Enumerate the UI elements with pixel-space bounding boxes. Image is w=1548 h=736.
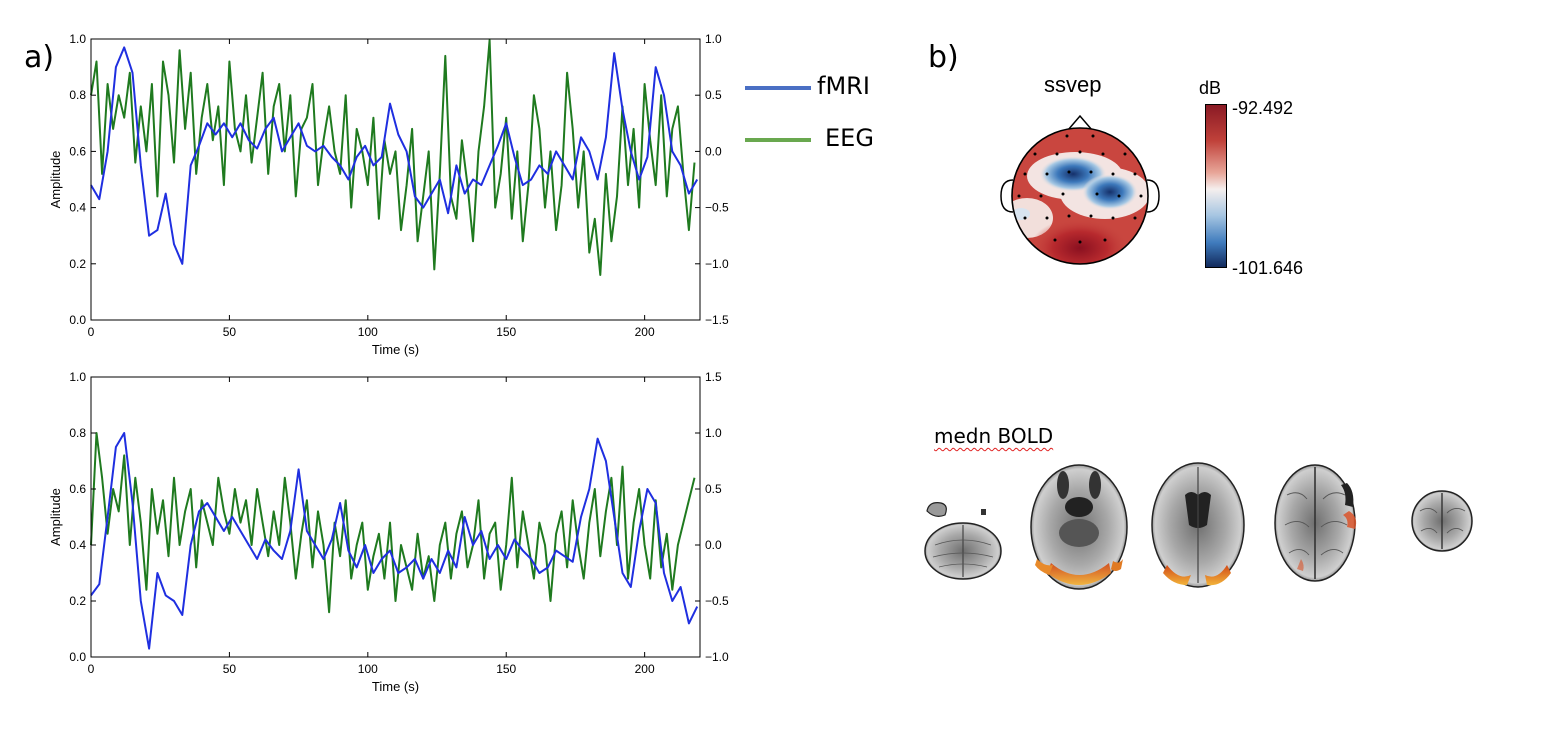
y-left-tick-label: 0.0 (69, 650, 86, 664)
y-left-tick-label: 0.6 (69, 144, 86, 158)
panel-label-a: a) (24, 40, 55, 75)
y-left-tick-label: 0.4 (69, 538, 86, 552)
x-tick-label: 0 (88, 662, 95, 676)
y-right-tick-label: 1.5 (705, 370, 722, 384)
y-axis-label: Amplitude (48, 151, 63, 209)
y-right-tick-label: 1.0 (705, 32, 722, 46)
x-axis-label: Time (s) (372, 342, 419, 357)
x-axis-label: Time (s) (372, 679, 419, 694)
x-tick-label: 150 (496, 662, 516, 676)
x-tick-label: 150 (496, 325, 516, 339)
y-axis-label: Amplitude (48, 488, 63, 546)
legend-line-fmri (745, 86, 811, 90)
y-left-tick-label: 0.2 (69, 257, 86, 271)
y-right-tick-label: −0.5 (705, 594, 729, 608)
y-left-tick-label: 0.4 (69, 201, 86, 215)
y-right-tick-label: −1.0 (705, 257, 729, 271)
brain-panel-title: medn BOLD (934, 424, 1054, 448)
y-left-tick-label: 0.0 (69, 313, 86, 327)
x-tick-label: 200 (635, 662, 655, 676)
topomap-title: ssvep (1044, 72, 1102, 97)
colorbar-unit: dB (1199, 78, 1222, 98)
brain-slices (924, 462, 1473, 590)
y-left-tick-label: 1.0 (69, 370, 86, 384)
x-tick-label: 50 (223, 325, 237, 339)
colorbar (1205, 104, 1227, 268)
series-line-eeg (90, 39, 696, 276)
y-right-tick-label: 0.5 (705, 88, 722, 102)
y-right-tick-label: 0.5 (705, 482, 722, 496)
y-left-tick-label: 0.8 (69, 426, 86, 440)
x-tick-label: 50 (223, 662, 237, 676)
series-line-fmri (90, 46, 699, 265)
x-tick-label: 200 (635, 325, 655, 339)
y-left-tick-label: 0.8 (69, 88, 86, 102)
legend-label-eeg: EEG (825, 124, 874, 152)
plot-frame (90, 38, 701, 321)
y-right-tick-label: 0.0 (705, 538, 722, 552)
x-tick-label: 100 (358, 325, 378, 339)
legend-line-eeg (745, 138, 811, 142)
bottom-time-series-chart: 0 50 100 150 200 0.0 0.2 0.4 0.6 0.8 1.0 −1.0 −0.5 0.… (48, 370, 729, 694)
y-right-tick-label: −1.0 (705, 650, 729, 664)
brain-slice-1 (924, 502, 1002, 580)
y-left-tick-label: 1.0 (69, 32, 86, 46)
plot-frame (90, 376, 701, 658)
brain-slice-2 (1030, 464, 1128, 590)
y-right-tick-label: 0.0 (705, 144, 722, 158)
brain-slice-4 (1274, 464, 1357, 582)
y-left-tick-label: 0.6 (69, 482, 86, 496)
panel-label-b: b) (928, 40, 959, 75)
brain-slice-5 (1411, 490, 1473, 552)
y-right-tick-label: 1.0 (705, 426, 722, 440)
legend: fMRI EEG (745, 72, 915, 162)
topomap-head (1000, 114, 1160, 265)
colorbar-min-label: -101.646 (1232, 258, 1304, 278)
brain-slice-3 (1151, 462, 1245, 588)
top-time-series-chart: 0 50 100 150 200 0.0 0.2 0.4 0.6 0.8 1.0 −1.5 −1.0 −0… (48, 32, 729, 357)
y-left-tick-label: 0.2 (69, 594, 86, 608)
y-right-tick-label: −1.5 (705, 313, 729, 327)
x-tick-label: 0 (88, 325, 95, 339)
series-line-eeg (90, 432, 696, 614)
series-line-fmri (90, 432, 699, 650)
x-tick-label: 100 (358, 662, 378, 676)
y-right-tick-label: −0.5 (705, 201, 729, 215)
legend-label-fmri: fMRI (817, 72, 870, 100)
colorbar-max-label: -92.492 (1232, 98, 1294, 118)
